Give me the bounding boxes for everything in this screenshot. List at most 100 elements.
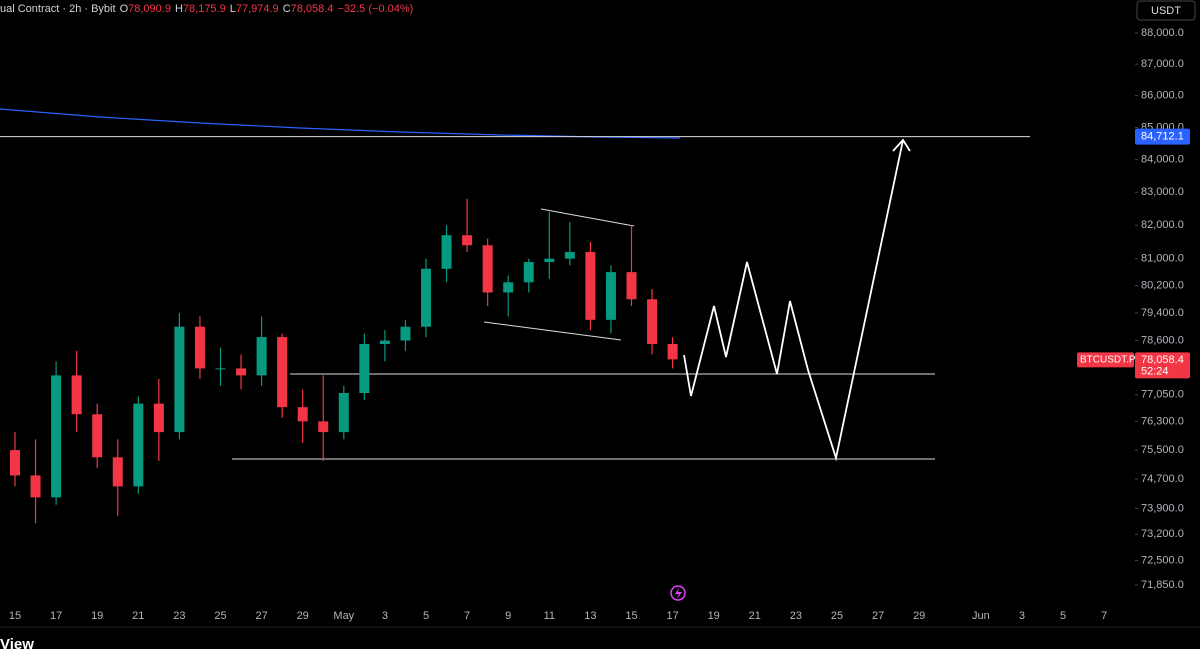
x-tick-label: 3 [382,610,388,622]
branding: View [0,636,34,649]
y-tick-label: 77,050.0 [1141,389,1184,401]
candle-body [359,344,370,393]
ohlc-key: C [283,3,291,15]
x-tick-label: 25 [214,610,226,622]
candle-body [421,268,431,327]
symbol-label: BTCUSDT.P [1080,355,1136,366]
currency-box[interactable] [1136,0,1196,21]
x-tick-label: 21 [132,610,144,622]
x-tick-label: 7 [464,610,470,622]
ohlc-key: O [120,3,129,15]
candle-body [338,392,349,433]
y-tick-label: 79,400.0 [1141,307,1184,319]
y-tick-label: 85,000.0 [1141,121,1184,133]
ohlc-key: H [175,3,183,15]
candle-body [297,407,308,422]
y-tick-label: 81,000.0 [1141,253,1184,265]
y-tick-label: 73,900.0 [1141,502,1184,514]
x-tick-label: 25 [831,610,843,622]
y-tick-label: 75,500.0 [1141,444,1184,456]
candle-body [523,262,534,283]
y-tick-label: 80,200.0 [1141,280,1184,292]
x-tick-label: 23 [173,610,185,622]
y-tick-label: 83,000.0 [1141,186,1184,198]
x-tick-label: 27 [255,610,267,622]
x-tick-label: 5 [1060,610,1066,622]
candle-body [236,368,247,376]
ohlc-value: 78,090.9 [128,3,171,15]
last-price-box [1135,352,1190,379]
candle-body [256,337,267,376]
x-tick-label: 29 [913,610,925,622]
candle-body [379,340,390,345]
candle-body [667,344,678,360]
channel-line [540,208,635,227]
x-tick-label: 15 [9,610,21,622]
candle-body [544,258,555,263]
x-tick-label: 23 [790,610,802,622]
x-tick-label: Jun [972,610,990,622]
candle-body [318,421,329,433]
chart-title: ual Contract · 2h · Bybit [0,3,116,15]
last-price-label: 78,058.4 [1141,354,1184,366]
ohlc-value: 78,175.9 [183,3,226,15]
candle-body [585,251,596,320]
candle-body [92,414,103,458]
y-tick-label: 86,000.0 [1141,89,1184,101]
candle-body [71,375,82,415]
ohlc-value: 78,058.4 [291,3,334,15]
candle-body [647,299,658,345]
header: ual Contract · 2h · Bybit O78,090.9 H78,17… [0,3,413,15]
x-tick-label: May [333,610,354,622]
price-change: −32.5 (−0.04%) [337,3,413,15]
event-icon[interactable] [670,585,686,601]
candle-body [277,337,288,408]
y-tick-label: 73,200.0 [1141,528,1184,540]
arrow-head [892,138,911,152]
x-tick-label: 19 [91,610,103,622]
candle-body [441,235,452,269]
y-tick-label: 84,000.0 [1141,154,1184,166]
price-line-box [1135,128,1190,145]
candle-body [482,245,493,293]
candle-body [605,272,616,320]
event-icon-bolt [675,588,682,599]
x-tick-label: 21 [749,610,761,622]
price-line-label: 84,712.1 [1141,131,1184,143]
candle-body [174,326,185,433]
x-tick-label: 11 [544,610,555,622]
y-tick-label: 78,600.0 [1141,334,1184,346]
currency: USDT [1151,5,1181,17]
symbol-box [1077,352,1134,368]
plot [10,198,678,524]
y-tick-label: 82,000.0 [1141,219,1184,231]
x-tick-label: 3 [1019,610,1025,622]
candle-body [215,368,226,370]
x-tick-label: 17 [666,610,678,622]
candle-body [626,272,637,300]
x-tick-label: 19 [708,610,720,622]
candle-body [564,251,575,259]
candle-body [51,375,62,498]
x-tick-label: 29 [297,610,309,622]
candle-body [194,326,205,369]
y-tick-label: 72,500.0 [1141,554,1184,566]
x-tick-label: 5 [423,610,429,622]
y-tick-label: 88,000.0 [1141,27,1184,39]
projection-path [683,139,904,462]
candle-body [10,450,20,476]
candle-body [400,326,411,341]
x-tick-label: 27 [872,610,884,622]
y-tick-label: 71,850.0 [1141,579,1184,591]
candle-body [133,403,144,487]
candle-body [462,235,473,246]
x-tick-label: 7 [1101,610,1107,622]
x-tick-label: 13 [584,610,596,622]
candle-body [112,457,123,487]
candle-body [30,475,41,498]
header-text: ual Contract · 2h · Bybit O78,090.9 H78,17… [0,3,413,15]
x-tick-label: 15 [625,610,637,622]
channel-line [483,321,622,341]
candle-body [503,282,514,293]
